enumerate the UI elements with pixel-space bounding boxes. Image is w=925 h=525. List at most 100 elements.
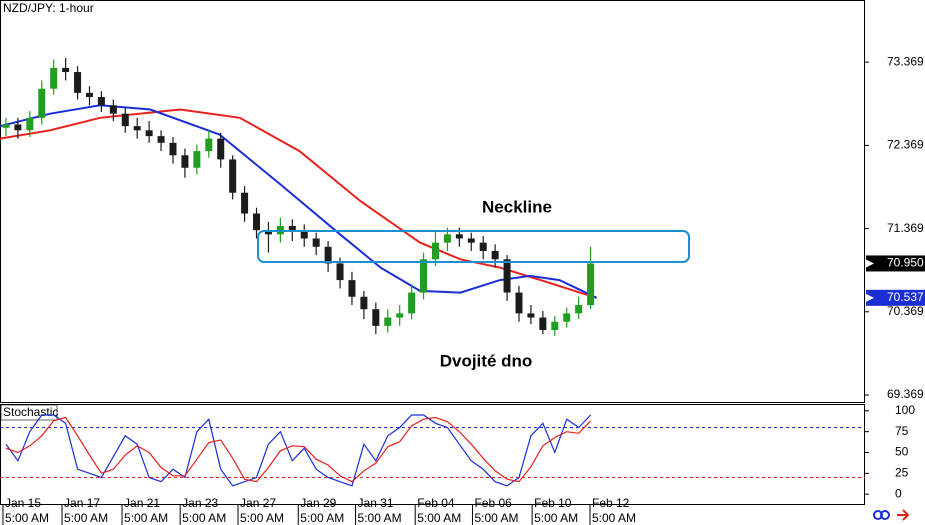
candle-body <box>50 67 58 89</box>
y-tick-label: 71.369 <box>887 221 924 235</box>
annotation: Dvojité dno <box>440 351 533 370</box>
candle-body <box>121 113 129 127</box>
candle-body <box>2 124 10 128</box>
candle-body <box>336 263 344 281</box>
candle-body <box>575 305 583 314</box>
annotation: Neckline <box>482 197 552 216</box>
candle-body <box>97 97 105 106</box>
x-tick-label: Jan 15 <box>5 496 41 510</box>
x-tick-label: Jan 17 <box>64 496 100 510</box>
candle-body <box>241 192 249 214</box>
candle-body <box>515 292 523 314</box>
chart-title: NZD/JPY: 1-hour <box>3 1 94 15</box>
candle-body <box>74 72 82 93</box>
candle-body <box>145 130 153 137</box>
x-tick-label: Feb 04 <box>417 496 455 510</box>
stochastic-title-box <box>0 404 58 421</box>
candle-body <box>396 313 404 318</box>
candle-body <box>372 309 380 326</box>
scroll-icon[interactable] <box>897 509 910 521</box>
link-icon[interactable] <box>880 510 890 520</box>
price-tag-arrow <box>866 293 874 302</box>
candle-body <box>169 142 177 156</box>
candle-body <box>563 313 571 322</box>
candle-body <box>539 317 547 331</box>
x-tick-label: Jan 21 <box>124 496 160 510</box>
x-tick-label: Feb 06 <box>474 496 512 510</box>
price-tag <box>866 255 925 272</box>
stochastic-title: Stochastic <box>3 405 58 419</box>
x-tick-time: 5:00 AM <box>300 511 344 525</box>
candle-body <box>420 259 428 293</box>
stochastic-panel <box>0 404 865 505</box>
candle-body <box>133 126 141 131</box>
candle-body <box>503 259 511 293</box>
y-tick-label: 70.369 <box>887 304 924 318</box>
x-tick-time: 5:00 AM <box>240 511 284 525</box>
x-tick-time: 5:00 AM <box>592 511 636 525</box>
candle-body <box>443 234 451 243</box>
x-tick-time: 5:00 AM <box>5 511 49 525</box>
moving-average <box>0 108 597 299</box>
candle-body <box>312 238 320 247</box>
candle-body <box>38 88 46 118</box>
candle-body <box>85 92 93 98</box>
y-tick-label: 0 <box>895 486 902 500</box>
candle-body <box>217 138 225 160</box>
candle-body <box>62 67 70 73</box>
y-tick-label: 100 <box>895 403 915 417</box>
candle-body <box>253 213 261 231</box>
candle-body <box>467 238 475 243</box>
candle-body <box>109 105 117 114</box>
candle-body <box>157 136 165 143</box>
candle-body <box>300 230 308 239</box>
price-panel <box>0 0 865 403</box>
x-tick-time: 5:00 AM <box>182 511 226 525</box>
y-tick-label: 25 <box>895 466 909 480</box>
x-tick-time: 5:00 AM <box>474 511 518 525</box>
y-tick-label: 69.369 <box>887 387 924 401</box>
stochastic-line <box>5 414 592 487</box>
moving-average <box>0 104 598 299</box>
candle-body <box>491 250 499 260</box>
price-tag <box>866 289 925 306</box>
x-tick-label: Jan 29 <box>300 496 336 510</box>
candle-body <box>324 246 332 264</box>
candle-body <box>288 226 296 231</box>
candle-body <box>193 151 201 168</box>
price-tag-label: 70.537 <box>887 290 924 304</box>
stochastic-line <box>5 416 592 483</box>
candle-body <box>408 292 416 314</box>
y-tick-label: 73.369 <box>887 54 924 68</box>
candle-body <box>264 230 272 235</box>
x-tick-label: Feb 12 <box>592 496 630 510</box>
candle-body <box>360 296 368 310</box>
candle-body <box>14 124 22 131</box>
title-box <box>1 1 93 17</box>
candle-body <box>587 263 595 306</box>
candle-body <box>181 155 189 168</box>
neckline-zone <box>257 230 690 263</box>
y-tick-label: 50 <box>895 445 909 459</box>
candle-body <box>527 313 535 318</box>
candle-body <box>26 117 34 131</box>
candle-body <box>384 317 392 326</box>
candle-body <box>431 242 439 260</box>
x-tick-time: 5:00 AM <box>417 511 461 525</box>
x-tick-time: 5:00 AM <box>124 511 168 525</box>
toolbar-icons[interactable] <box>873 509 910 521</box>
x-tick-time: 5:00 AM <box>358 511 402 525</box>
y-tick-label: 72.369 <box>887 138 924 152</box>
x-tick-label: Jan 27 <box>240 496 276 510</box>
price-tag-label: 70.950 <box>887 256 924 270</box>
y-tick-label: 75 <box>895 424 909 438</box>
x-tick-label: Feb 10 <box>534 496 572 510</box>
candle-body <box>229 159 237 193</box>
candle-body <box>479 242 487 251</box>
candle-body <box>455 234 463 239</box>
x-tick-label: Jan 31 <box>358 496 394 510</box>
candle-body <box>348 280 356 297</box>
x-tick-label: Jan 23 <box>182 496 218 510</box>
candle-body <box>551 321 559 331</box>
